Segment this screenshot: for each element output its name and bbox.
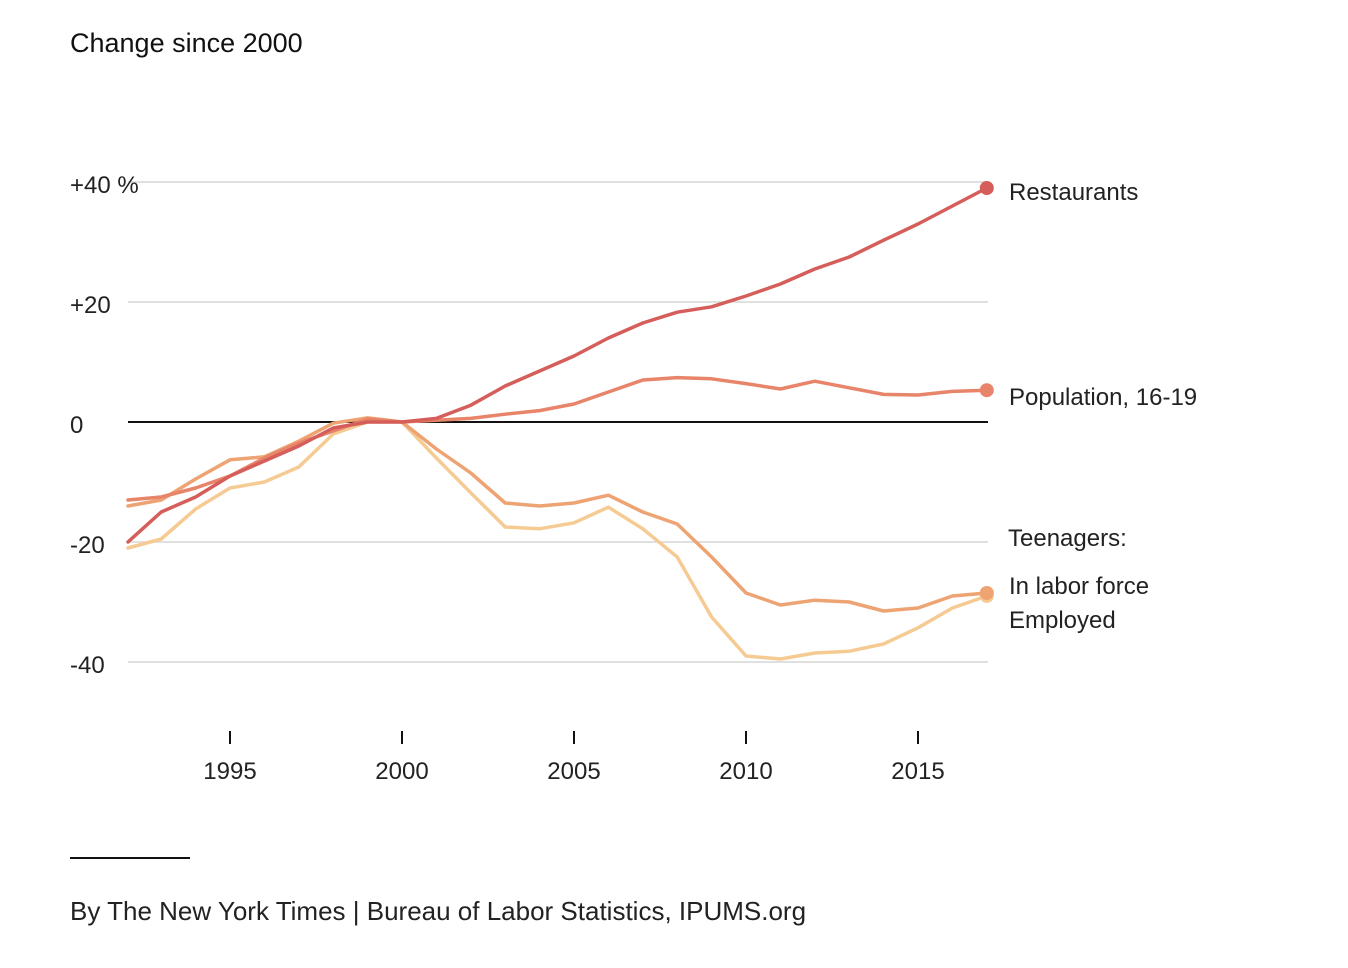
label-restaurants: Restaurants <box>1009 179 1138 206</box>
y-tick-label: -40 <box>70 652 105 679</box>
series-line-in-labor-force <box>126 416 989 613</box>
y-tick-label: +40 % <box>70 172 139 199</box>
series-line-population-16-19 <box>126 375 989 502</box>
y-tick-label: +20 <box>70 292 111 319</box>
series-line-employed <box>126 420 989 661</box>
y-tick-label: -20 <box>70 532 105 559</box>
label-labor-force: In labor force <box>1009 573 1149 600</box>
x-tick-label: 2000 <box>375 758 428 785</box>
footer-rule <box>70 857 190 859</box>
x-tick-label: 2010 <box>719 758 772 785</box>
label-teenagers: Teenagers: <box>1008 525 1127 552</box>
chart-subtitle: Change since 2000 <box>70 28 303 58</box>
x-tick-label: 1995 <box>203 758 256 785</box>
x-tick-label: 2005 <box>547 758 600 785</box>
series-line-restaurants <box>126 186 989 544</box>
label-employed: Employed <box>1009 607 1116 634</box>
y-axis-ticks: +40 % +20 0 -20 -40 <box>70 172 139 679</box>
series-labels: Restaurants Population, 16-19 Teenagers:… <box>1008 179 1197 634</box>
gridlines <box>128 181 988 663</box>
source-credit: By The New York Times | Bureau of Labor … <box>70 896 807 926</box>
series-end-dots <box>979 181 994 603</box>
series-lines <box>126 186 989 661</box>
end-dot-restaurants <box>979 181 994 195</box>
label-population: Population, 16-19 <box>1009 384 1197 411</box>
end-dot-in-labor-force <box>979 586 994 600</box>
x-tick-label: 2015 <box>891 758 944 785</box>
end-dot-population-16-19 <box>979 383 994 398</box>
y-tick-label: 0 <box>70 412 83 439</box>
x-axis-ticks: 1995 2000 2005 2010 2015 <box>203 731 945 785</box>
